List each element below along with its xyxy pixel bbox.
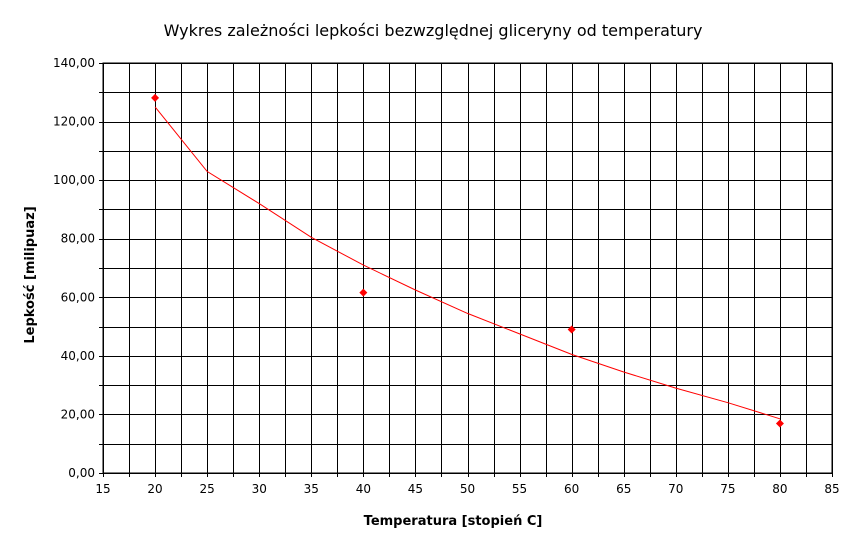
y-tick-label: 60,00 (61, 290, 95, 304)
x-tick-label: 50 (460, 482, 475, 496)
y-tick-label: 140,00 (53, 56, 95, 70)
y-tick-label: 80,00 (61, 232, 95, 246)
x-tick-label: 25 (200, 482, 215, 496)
data-series (151, 93, 784, 428)
x-tick-label: 20 (147, 482, 162, 496)
x-tick-label: 35 (304, 482, 319, 496)
x-tick-label: 70 (668, 482, 683, 496)
y-tick-label: 0,00 (68, 466, 95, 480)
x-tick-label: 85 (824, 482, 839, 496)
x-tick-label: 75 (720, 482, 735, 496)
x-tick-label: 15 (95, 482, 110, 496)
x-tick-label: 80 (772, 482, 787, 496)
x-axis-title: Temperatura [stopień C] (364, 514, 543, 529)
x-tick-label: 30 (252, 482, 267, 496)
x-tick-label: 65 (616, 482, 631, 496)
chart-title: Wykres zależności lepkości bezwzględnej … (164, 21, 703, 40)
y-tick-label: 120,00 (53, 115, 95, 129)
x-tick-label: 45 (408, 482, 423, 496)
grid (99, 63, 833, 477)
y-tick-label: 20,00 (61, 407, 95, 421)
y-tick-label: 40,00 (61, 349, 95, 363)
x-tick-label: 60 (564, 482, 579, 496)
x-tick-label: 40 (356, 482, 371, 496)
plot-area (102, 62, 833, 474)
y-axis-title: Lepkość [milipuaz] (23, 206, 38, 343)
data-point (151, 93, 160, 102)
x-axis: 15 20 25 30 35 40 45 50 55 60 65 70 75 80 85 (95, 482, 839, 496)
x-tick-label: 55 (512, 482, 527, 496)
y-axis: 0,00 20,00 40,00 60,00 80,00 100,00 120,00 140,… (53, 56, 95, 480)
data-point (775, 419, 784, 428)
data-point (567, 325, 576, 334)
data-point (359, 288, 368, 297)
y-tick-label: 100,00 (53, 173, 95, 187)
trendline (154, 106, 781, 420)
